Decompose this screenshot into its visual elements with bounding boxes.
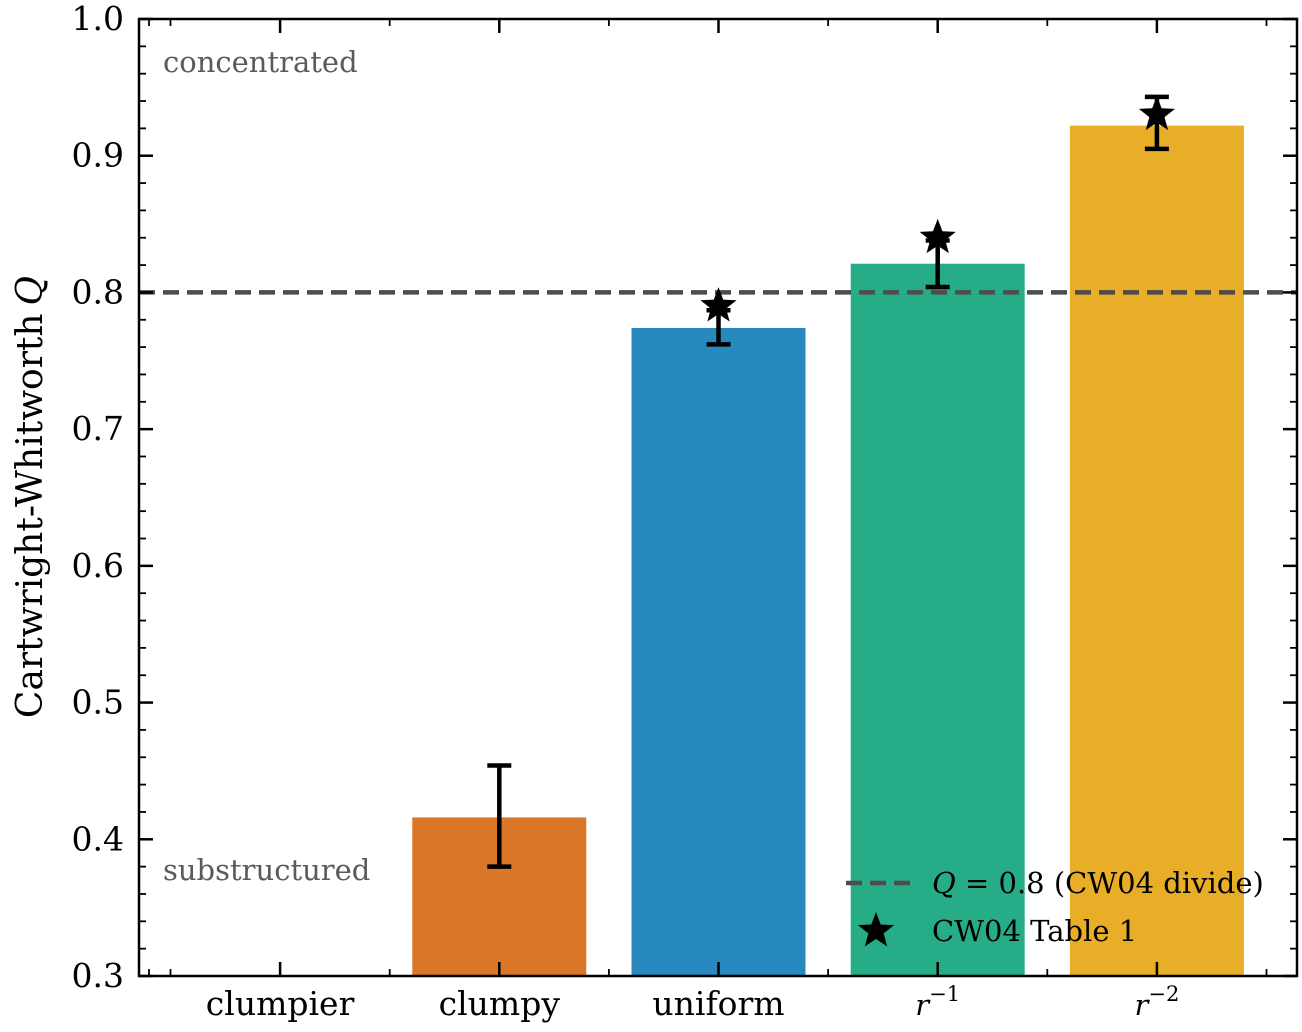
y-tick-label: 1.0	[72, 0, 124, 38]
bar-2	[631, 327, 806, 977]
x-tick-label-4: r−2	[1134, 982, 1179, 1022]
y-tick-label: 0.8	[72, 272, 124, 311]
reference-star-0	[700, 287, 737, 322]
x-tick-label-2: uniform	[652, 984, 784, 1023]
y-tick-label: 0.5	[72, 683, 124, 722]
error-bar-1	[487, 763, 512, 869]
y-axis-label: Cartwright-Whitworth Q	[10, 276, 51, 718]
y-tick-label: 0.7	[72, 409, 124, 448]
annotation-concentrated: concentrated	[163, 45, 358, 79]
legend-q-text: (CW04 divide)	[1045, 866, 1264, 900]
y-tick-labels: 0.3 0.4 0.5 0.6 0.7 0.8 0.9 1.0	[72, 0, 124, 995]
legend: Q = 0.8 (CW04 divide) CW04 Table 1	[846, 866, 1264, 948]
reference-star-1	[919, 218, 956, 254]
legend-q-value: = 0.8	[956, 866, 1045, 900]
x-tick-labels: clumpier clumpy uniform r−1 r−2	[206, 982, 1180, 1023]
x-tick-label-exponent: −2	[1148, 982, 1179, 1006]
y-axis-label-text: Cartwright-Whitworth	[10, 313, 51, 718]
legend-q-symbol: Q	[932, 866, 956, 900]
bars-layer	[412, 125, 1244, 977]
legend-reference-line-label: Q = 0.8 (CW04 divide)	[932, 866, 1264, 900]
x-tick-label-base: r	[1134, 988, 1150, 1022]
x-tick-label-1: clumpy	[439, 984, 561, 1023]
error-bars-layer	[487, 94, 1169, 869]
x-tick-label-exponent: −1	[929, 982, 960, 1006]
y-tick-label: 0.6	[72, 546, 124, 585]
y-axis-label-symbol: Q	[10, 276, 51, 306]
x-tick-label-3: r−1	[915, 982, 960, 1022]
x-tick-label-0: clumpier	[206, 984, 355, 1023]
ticks-layer	[139, 17, 1297, 978]
x-tick-label-base: r	[915, 988, 931, 1022]
bar-4	[1069, 125, 1244, 976]
annotation-substructured: substructured	[163, 853, 370, 887]
bar-3	[850, 263, 1025, 976]
y-tick-label: 0.4	[72, 819, 124, 858]
reference-stars-layer	[700, 95, 1175, 322]
legend-star-icon	[857, 912, 895, 947]
reference-star-2	[1138, 95, 1175, 131]
legend-star-label: CW04 Table 1	[932, 914, 1137, 948]
y-tick-label: 0.3	[72, 956, 124, 995]
y-tick-label: 0.9	[72, 136, 124, 175]
